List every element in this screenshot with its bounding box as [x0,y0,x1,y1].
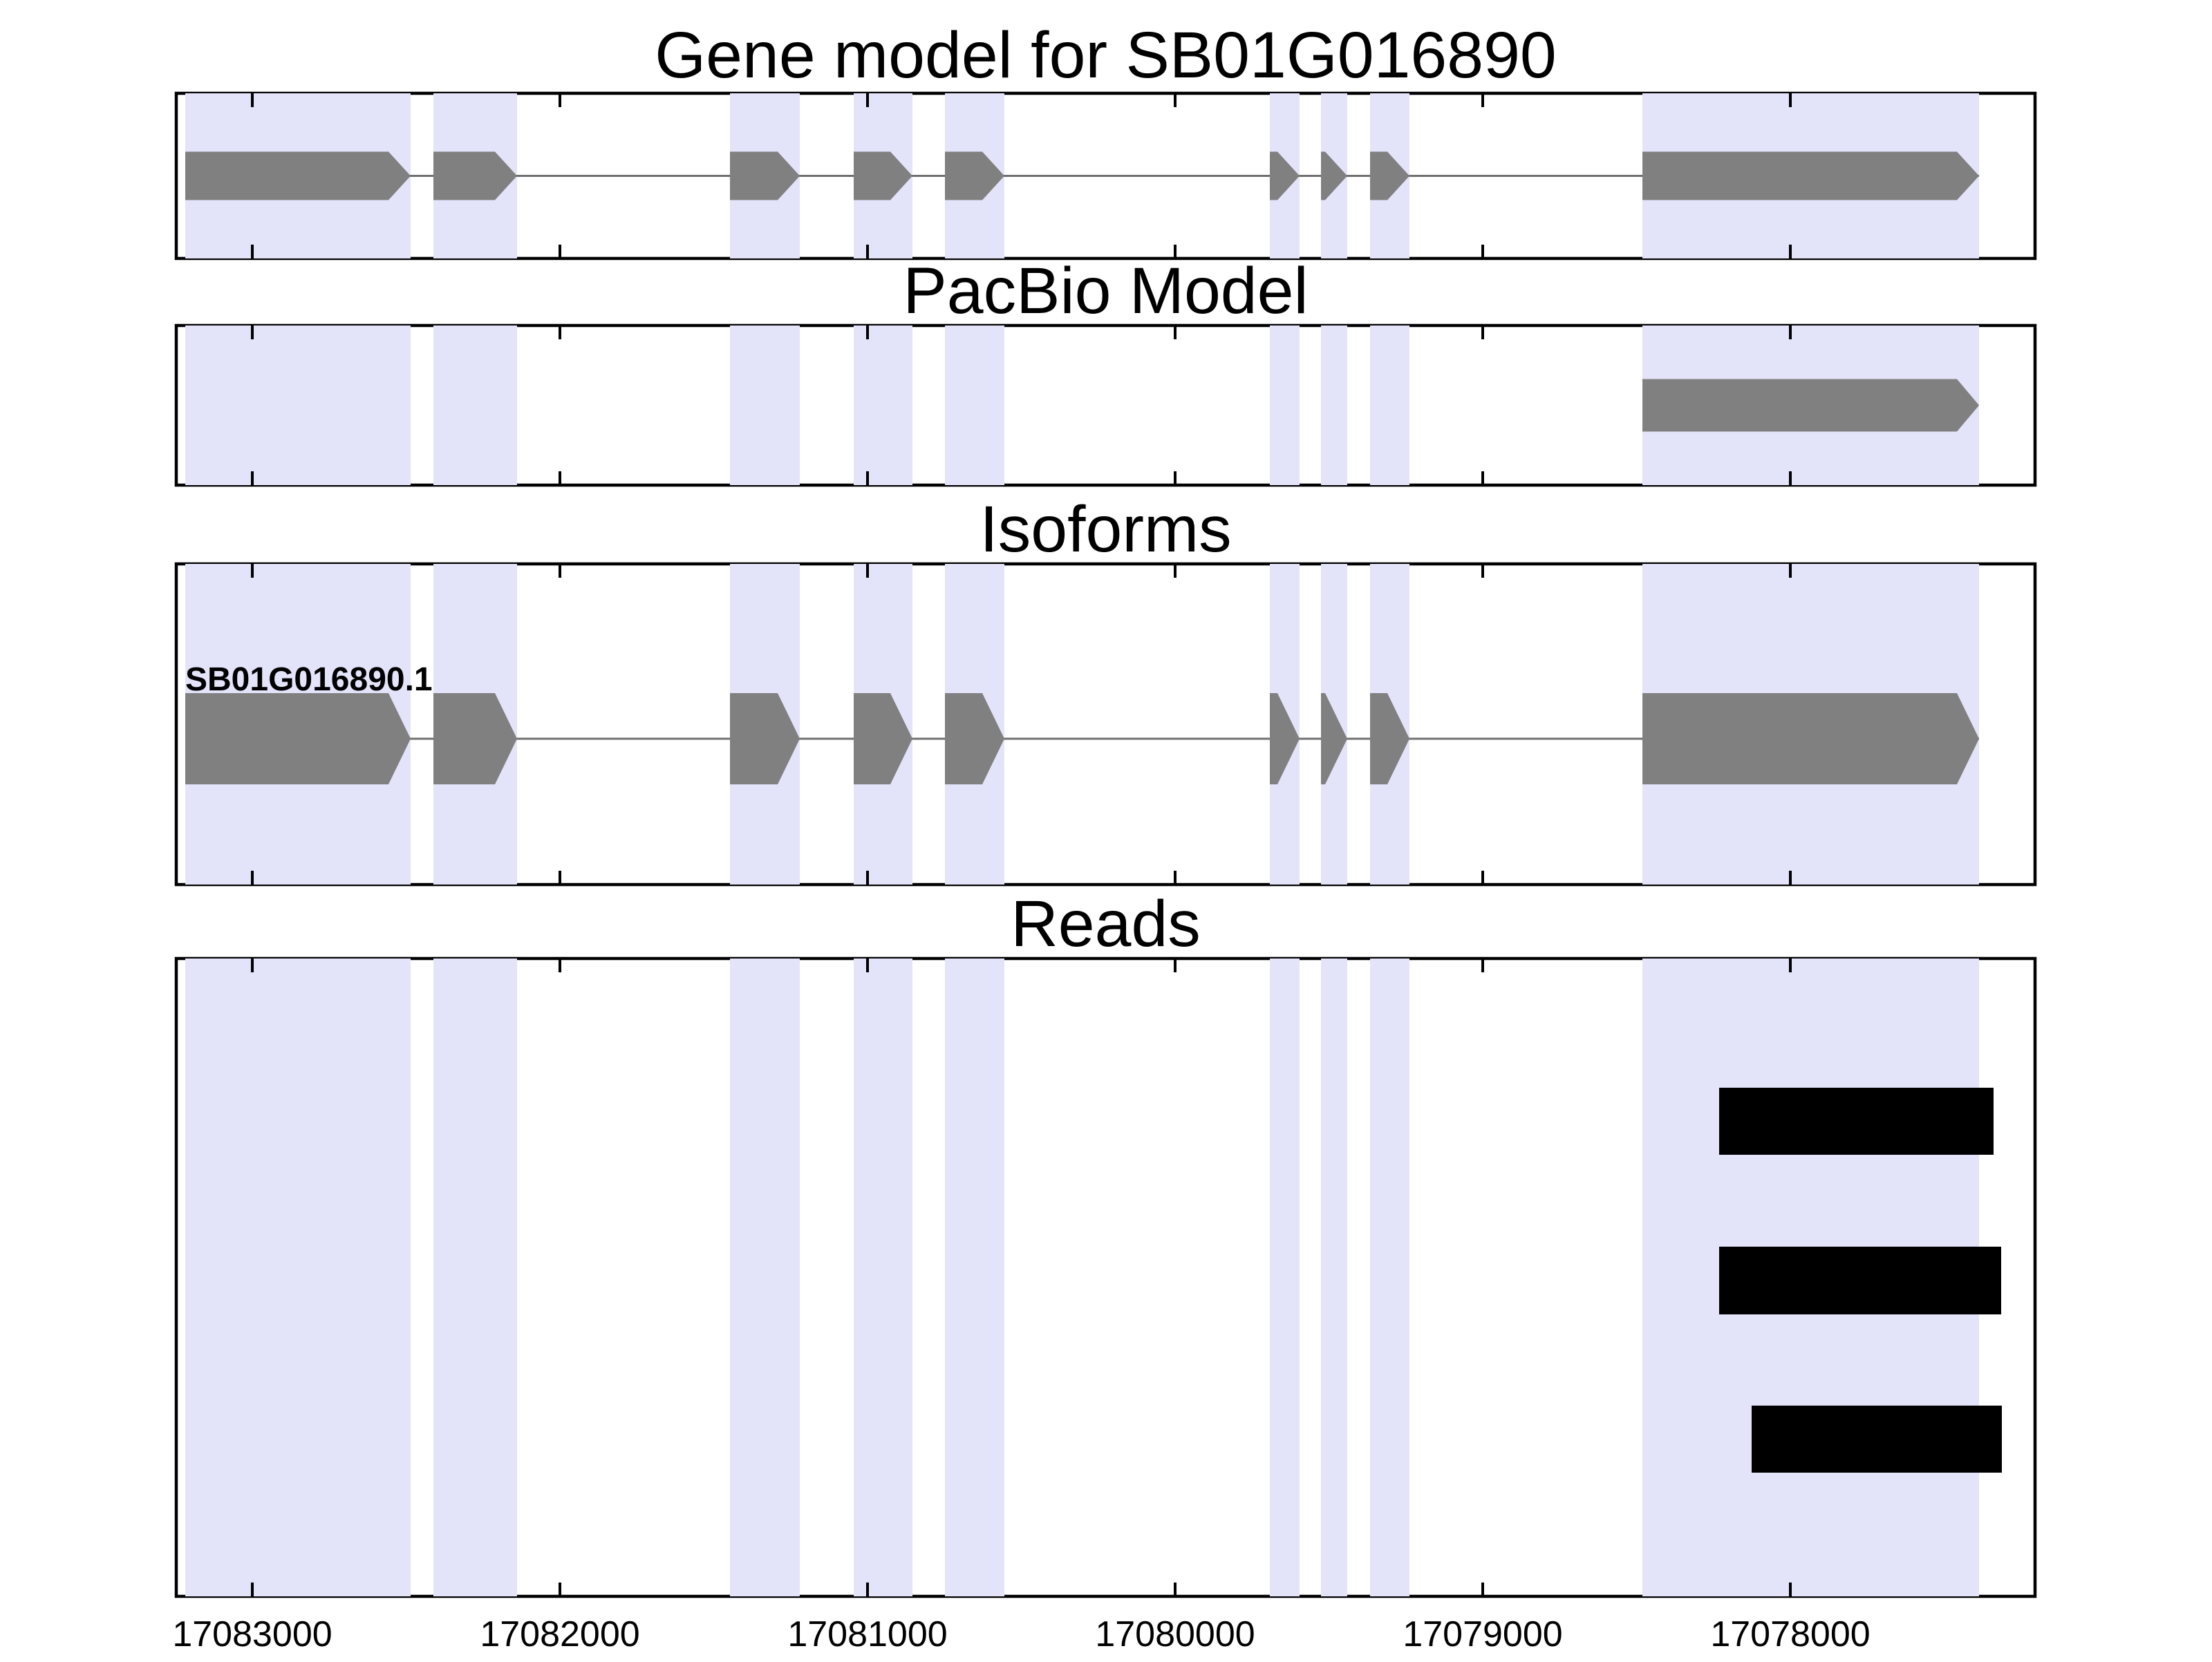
svg-text:17079000: 17079000 [1403,1614,1562,1654]
svg-text:17082000: 17082000 [480,1614,639,1654]
svg-text:SB01G016890.1: SB01G016890.1 [185,661,433,698]
svg-text:17081000: 17081000 [787,1614,947,1654]
svg-text:17080000: 17080000 [1095,1614,1255,1654]
svg-text:PacBio Model: PacBio Model [903,254,1308,328]
svg-text:Isoforms: Isoforms [980,493,1231,566]
svg-text:17083000: 17083000 [172,1614,332,1654]
svg-text:Gene model for SB01G016890: Gene model for SB01G016890 [655,19,1557,92]
svg-text:17078000: 17078000 [1710,1614,1870,1654]
svg-text:Reads: Reads [1011,887,1201,961]
